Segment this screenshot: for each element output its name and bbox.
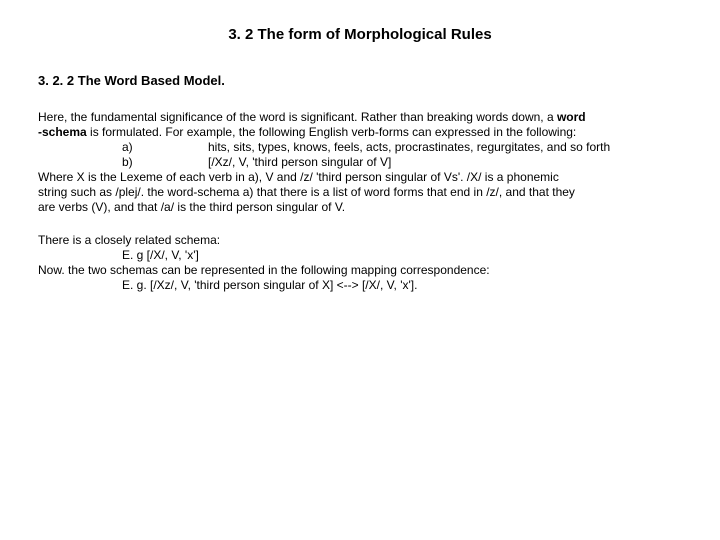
document-page: 3. 2 The form of Morphological Rules 3. … bbox=[0, 0, 720, 293]
p1-line4: b)[/Xz/, V, 'third person singular of V] bbox=[38, 155, 682, 170]
p1-l2-bold: -schema bbox=[38, 125, 87, 139]
section-subhead: 3. 2. 2 The Word Based Model. bbox=[38, 73, 682, 88]
p2-line3: Now. the two schemas can be represented … bbox=[38, 263, 682, 278]
p1-line5: Where X is the Lexeme of each verb in a)… bbox=[38, 170, 682, 185]
list-letter-a: a) bbox=[122, 140, 208, 155]
p2-line4: E. g. [/Xz/, V, 'third person singular o… bbox=[38, 278, 682, 293]
p1-line1: Here, the fundamental significance of th… bbox=[38, 110, 682, 125]
p1-l2-text-b: is formulated. For example, the followin… bbox=[87, 125, 577, 139]
p2-line2: E. g [/X/, V, 'x'] bbox=[38, 248, 682, 263]
p1-l3-text: hits, sits, types, knows, feels, acts, p… bbox=[208, 140, 610, 154]
p2-line1: There is a closely related schema: bbox=[38, 233, 682, 248]
p1-line2: -schema is formulated. For example, the … bbox=[38, 125, 682, 140]
p1-l1-bold: word bbox=[557, 110, 586, 124]
p1-line7: are verbs (V), and that /a/ is the third… bbox=[38, 200, 682, 215]
p1-line3: a)hits, sits, types, knows, feels, acts,… bbox=[38, 140, 682, 155]
page-title: 3. 2 The form of Morphological Rules bbox=[38, 26, 682, 43]
p1-l4-text: [/Xz/, V, 'third person singular of V] bbox=[208, 155, 391, 169]
p1-line6: string such as /plej/. the word-schema a… bbox=[38, 185, 682, 200]
list-letter-b: b) bbox=[122, 155, 208, 170]
paragraph-1: Here, the fundamental significance of th… bbox=[38, 110, 682, 215]
paragraph-2: There is a closely related schema: E. g … bbox=[38, 233, 682, 293]
p1-l1-text-a: Here, the fundamental significance of th… bbox=[38, 110, 557, 124]
